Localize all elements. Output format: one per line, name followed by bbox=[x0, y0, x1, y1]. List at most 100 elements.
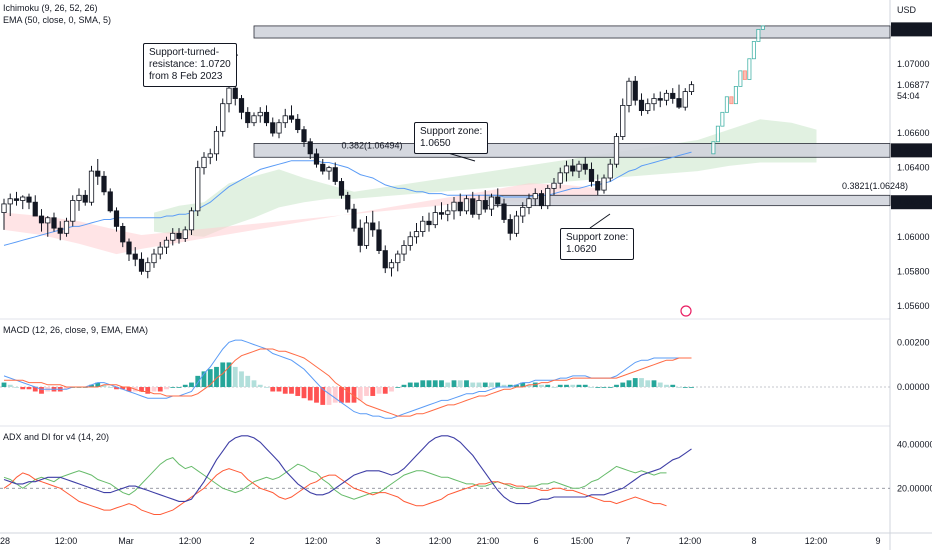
macd-histogram-bar bbox=[264, 387, 269, 388]
candle-body bbox=[563, 165, 570, 174]
callout-leader bbox=[589, 213, 611, 229]
resistance-callout[interactable]: Support-turned- resistance: 1.0720 from … bbox=[143, 43, 237, 87]
di-minus-line bbox=[3, 468, 667, 515]
candle-body bbox=[588, 168, 595, 182]
adx-legend[interactable]: ADX and DI for v4 (14, 20) bbox=[3, 432, 110, 442]
candle-body bbox=[351, 208, 357, 229]
candle-body bbox=[638, 99, 645, 112]
macd-histogram-bar bbox=[451, 380, 457, 388]
macd-histogram-bar bbox=[351, 387, 357, 403]
macd-tick-label: 0.00000 bbox=[897, 382, 930, 392]
time-tick-label: 3 bbox=[375, 536, 380, 546]
candle-body bbox=[182, 229, 188, 239]
macd-histogram-bar bbox=[564, 384, 569, 388]
macd-histogram-bar bbox=[632, 378, 638, 388]
projection-candle bbox=[751, 41, 756, 60]
candle-body bbox=[663, 92, 670, 101]
macd-histogram-bar bbox=[601, 387, 607, 388]
candle-body bbox=[470, 198, 476, 215]
candle-body bbox=[282, 115, 288, 124]
time-tick-label: 2 bbox=[249, 536, 254, 546]
candle-body bbox=[338, 181, 345, 196]
macd-histogram-bar bbox=[682, 387, 688, 388]
macd-histogram-bar bbox=[32, 387, 38, 392]
candle-body bbox=[620, 105, 626, 137]
candle-body bbox=[251, 115, 257, 124]
macd-histogram-bar bbox=[64, 387, 69, 390]
candle-body bbox=[682, 91, 688, 108]
macd-histogram-bar bbox=[39, 387, 44, 394]
candle-body bbox=[213, 130, 220, 155]
candle-body bbox=[507, 219, 513, 234]
macd-histogram-bar bbox=[239, 371, 244, 388]
macd-line bbox=[3, 339, 692, 419]
time-tick-label: 12:00 bbox=[805, 536, 828, 546]
macd-histogram-bar bbox=[289, 387, 294, 394]
candle-body bbox=[426, 220, 432, 226]
candle-body bbox=[220, 103, 226, 132]
time-tick-label: 12:00 bbox=[305, 536, 328, 546]
candle-body bbox=[195, 167, 201, 212]
support-zone-upper-callout[interactable]: Support zone: 1.0650 bbox=[414, 122, 489, 154]
candle-body bbox=[420, 220, 426, 232]
candle-body bbox=[63, 220, 70, 234]
macd-histogram-bar bbox=[20, 387, 26, 390]
macd-histogram-bar bbox=[151, 387, 157, 392]
macd-histogram-bar bbox=[551, 387, 557, 388]
macd-histogram-bar bbox=[332, 387, 338, 403]
macd-histogram-bar bbox=[432, 380, 438, 388]
macd-histogram-bar bbox=[382, 387, 388, 394]
candle-body bbox=[88, 170, 95, 203]
candle-body bbox=[126, 241, 132, 255]
adx-tick-label: 40.00000 bbox=[897, 440, 932, 450]
candle-body bbox=[32, 201, 38, 217]
fib-level-label: 0.3821(1.06248) bbox=[842, 181, 908, 191]
candle-body bbox=[476, 200, 482, 215]
callout-leader bbox=[447, 152, 476, 162]
candle-body bbox=[545, 187, 551, 207]
candle-body bbox=[45, 217, 51, 224]
macd-histogram-bar bbox=[95, 382, 101, 388]
support-zone-lower-callout[interactable]: Support zone: 1.0620 bbox=[560, 228, 635, 260]
support-zone-upper-line: 1.0650 bbox=[420, 138, 451, 149]
ichimoku-legend[interactable]: Ichimoku (9, 26, 52, 26) bbox=[3, 3, 98, 13]
candle-body bbox=[145, 262, 151, 272]
candle-body bbox=[551, 182, 557, 189]
candle-body bbox=[451, 201, 457, 212]
candle-body bbox=[520, 206, 526, 217]
macd-histogram-bar bbox=[220, 362, 226, 388]
ema-legend[interactable]: EMA (50, close, 0, SMA, 5) bbox=[3, 15, 112, 25]
candle-body bbox=[595, 181, 601, 191]
macd-histogram-bar bbox=[620, 382, 626, 388]
candle-body bbox=[132, 253, 138, 260]
candle-body bbox=[445, 210, 451, 215]
candle-body bbox=[688, 84, 695, 92]
macd-histogram-bar bbox=[557, 384, 563, 388]
candle-body bbox=[438, 212, 445, 215]
candle-body bbox=[395, 253, 401, 264]
macd-histogram-bar bbox=[482, 382, 488, 388]
macd-histogram-bar bbox=[301, 387, 307, 399]
macd-signal-line bbox=[4, 348, 692, 417]
macd-histogram-bar bbox=[539, 384, 544, 388]
macd-histogram-bar bbox=[26, 387, 32, 390]
macd-histogram-bar bbox=[189, 382, 194, 388]
macd-histogram-bar bbox=[232, 366, 238, 388]
candle-body bbox=[513, 215, 520, 234]
candle-body bbox=[157, 246, 163, 255]
price-marker-text: 1.06500 bbox=[897, 145, 930, 155]
macd-legend[interactable]: MACD (12, 26, close, 9, EMA, EMA) bbox=[3, 325, 149, 335]
macd-histogram-bar bbox=[407, 382, 413, 388]
macd-histogram-bar bbox=[420, 380, 426, 388]
candle-body bbox=[413, 231, 420, 238]
macd-histogram-bar bbox=[107, 387, 113, 388]
candle-body bbox=[270, 122, 276, 134]
macd-histogram-bar bbox=[501, 384, 507, 388]
price-tick-label: 1.05800 bbox=[897, 266, 930, 276]
macd-histogram-bar bbox=[326, 387, 332, 405]
candle-body bbox=[482, 200, 488, 210]
last-price-label: 1.06877 bbox=[897, 80, 930, 90]
macd-histogram-bar bbox=[276, 387, 282, 392]
macd-histogram-bar bbox=[389, 387, 394, 392]
